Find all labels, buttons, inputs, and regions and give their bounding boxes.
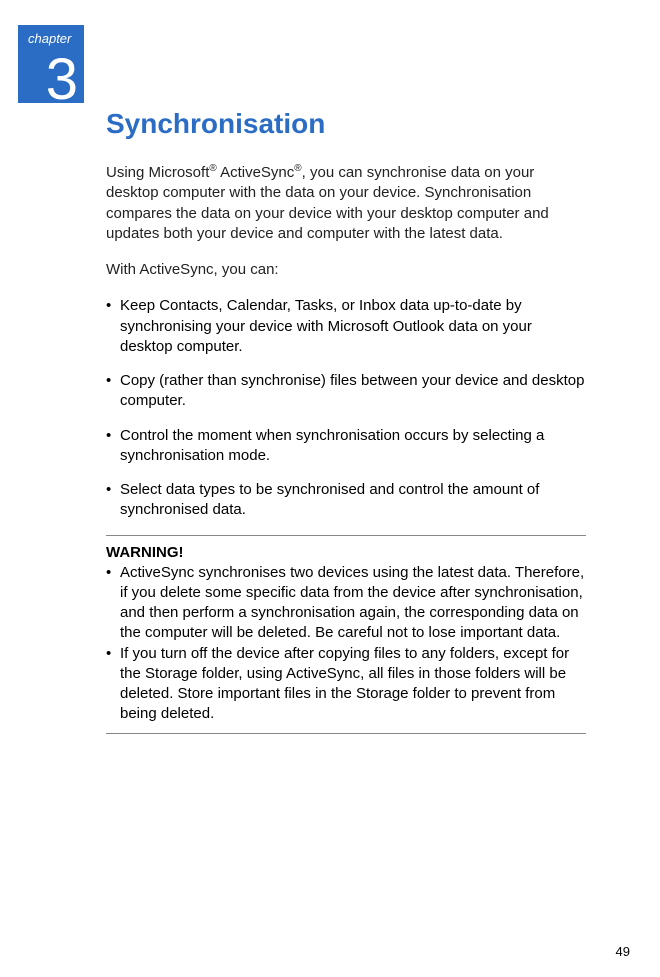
intro-paragraph-1: Using Microsoft® ActiveSync®, you can sy… (106, 162, 586, 244)
list-item-text: If you turn off the device after copying… (120, 645, 569, 723)
warning-list: •ActiveSync synchronises two devices usi… (106, 563, 586, 725)
bullet-icon: • (106, 426, 120, 446)
chapter-number: 3 (46, 51, 78, 109)
bullet-icon: • (106, 644, 120, 664)
list-item: •ActiveSync synchronises two devices usi… (106, 563, 586, 644)
list-item-text: Keep Contacts, Calendar, Tasks, or Inbox… (120, 297, 532, 355)
bullet-icon: • (106, 371, 120, 391)
intro-text-b: ActiveSync (217, 164, 295, 181)
chapter-badge: chapter 3 (18, 25, 84, 103)
bullet-icon: • (106, 563, 120, 583)
bullet-icon: • (106, 480, 120, 500)
list-item: •Keep Contacts, Calendar, Tasks, or Inbo… (106, 296, 586, 357)
intro-text-a: Using Microsoft (106, 164, 209, 181)
feature-list: •Keep Contacts, Calendar, Tasks, or Inbo… (106, 296, 586, 520)
list-item-text: Control the moment when synchronisation … (120, 427, 544, 464)
warning-box: WARNING! •ActiveSync synchronises two de… (106, 535, 586, 734)
registered-icon: ® (209, 163, 216, 174)
chapter-label: chapter (28, 31, 71, 46)
list-item-text: Select data types to be synchronised and… (120, 481, 539, 518)
page-content: Synchronisation Using Microsoft® ActiveS… (106, 108, 586, 734)
registered-icon: ® (294, 163, 301, 174)
list-item-text: Copy (rather than synchronise) files bet… (120, 372, 584, 409)
bullet-icon: • (106, 296, 120, 316)
list-item: •Select data types to be synchronised an… (106, 480, 586, 521)
list-item: •If you turn off the device after copyin… (106, 644, 586, 725)
warning-heading: WARNING! (106, 544, 586, 561)
list-item: •Copy (rather than synchronise) files be… (106, 371, 586, 412)
list-item-text: ActiveSync synchronises two devices usin… (120, 564, 584, 642)
page-title: Synchronisation (106, 108, 586, 140)
page-number: 49 (616, 944, 630, 959)
intro-paragraph-2: With ActiveSync, you can: (106, 260, 586, 280)
list-item: •Control the moment when synchronisation… (106, 426, 586, 467)
